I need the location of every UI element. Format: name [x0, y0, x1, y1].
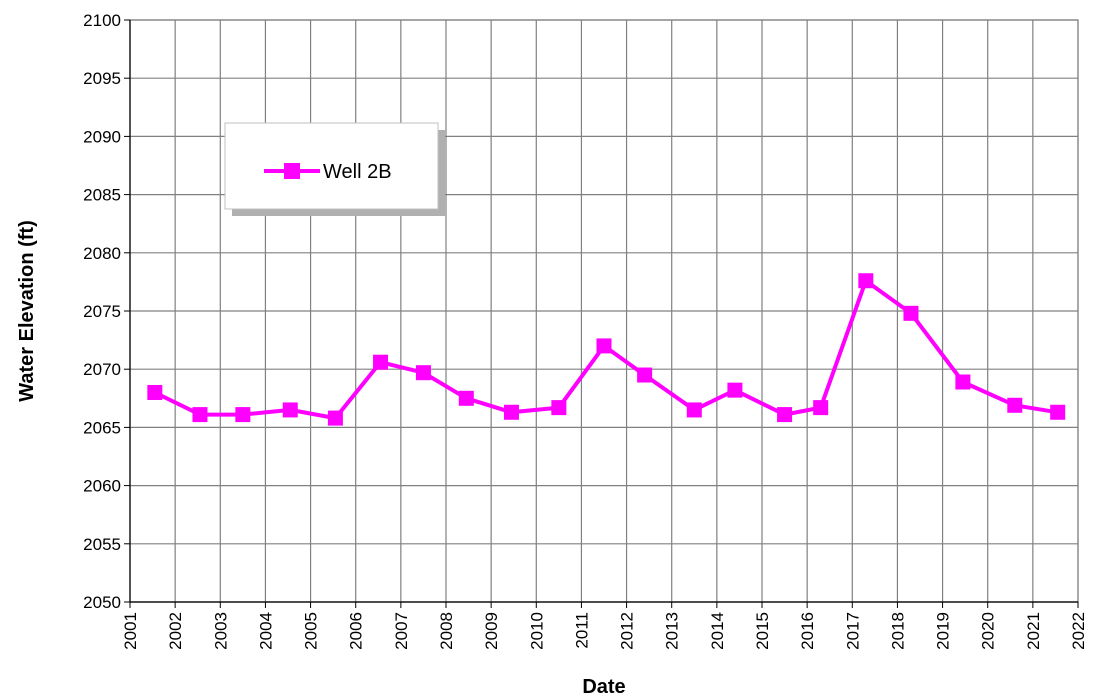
data-point: [1007, 397, 1023, 413]
x-tick-label: 2012: [618, 612, 637, 650]
x-tick-label: 2014: [708, 612, 727, 650]
x-axis-title: Date: [582, 676, 625, 698]
x-tick-label: 2021: [1024, 612, 1043, 650]
data-point: [235, 407, 251, 423]
data-point: [415, 365, 431, 381]
x-tick-label: 2005: [302, 612, 321, 650]
data-point: [858, 273, 874, 289]
x-tick-label: 2016: [798, 612, 817, 650]
x-tick-label: 2015: [753, 612, 772, 650]
y-tick-label: 2065: [83, 418, 121, 437]
x-tick-label: 2013: [663, 612, 682, 650]
data-point: [373, 354, 389, 370]
y-tick-label: 2080: [83, 244, 121, 263]
data-point: [327, 410, 343, 426]
axes: 2001 2002 2003 2004 2005 2006 2007 2008 2009 2010…: [83, 11, 1088, 650]
x-tick-label: 2002: [166, 612, 185, 650]
y-tick-label: 2050: [83, 593, 121, 612]
x-tick-label: 2003: [211, 612, 230, 650]
legend-box: [224, 122, 439, 210]
data-point: [813, 400, 829, 416]
x-tick-label: 2011: [572, 612, 591, 649]
x-tick-label: 2001: [121, 612, 140, 650]
x-tick-label: 2022: [1069, 612, 1088, 650]
y-tick-label: 2055: [83, 535, 121, 554]
y-tick-label: 2060: [83, 477, 121, 496]
x-tick-label: 2009: [482, 612, 501, 650]
x-tick-label: 2019: [934, 612, 953, 650]
x-tick-label: 2020: [979, 612, 998, 650]
data-point: [147, 384, 163, 400]
x-tick-label: 2017: [843, 612, 862, 650]
x-tick-label: 2006: [347, 612, 366, 650]
data-point: [192, 407, 208, 423]
x-tick-label: 2010: [527, 612, 546, 650]
legend: Well 2B: [224, 122, 445, 216]
data-point: [777, 407, 793, 423]
y-axis-title: Water Elevation (ft): [16, 220, 38, 402]
data-point: [458, 390, 474, 406]
data-point: [1050, 404, 1066, 420]
data-point: [637, 367, 653, 383]
y-tick-label: 2100: [83, 11, 121, 30]
series-layer: [147, 273, 1066, 426]
data-point: [955, 374, 971, 390]
y-tick-label: 2070: [83, 360, 121, 379]
grid: [129, 19, 1079, 603]
data-point: [503, 404, 519, 420]
x-tick-label: 2008: [437, 612, 456, 650]
x-tick-label: 2018: [888, 612, 907, 650]
data-point: [686, 402, 702, 418]
data-point: [282, 402, 298, 418]
x-tick-label: 2007: [392, 612, 411, 650]
y-tick-label: 2095: [83, 69, 121, 88]
data-point: [596, 338, 612, 354]
data-point: [551, 400, 567, 416]
data-point: [903, 305, 919, 321]
legend-label: Well 2B: [323, 161, 392, 183]
y-tick-label: 2075: [83, 302, 121, 321]
data-point: [727, 382, 743, 398]
legend-marker: [284, 163, 300, 179]
y-tick-label: 2085: [83, 186, 121, 205]
x-tick-label: 2004: [256, 612, 275, 650]
y-tick-label: 2090: [83, 127, 121, 146]
